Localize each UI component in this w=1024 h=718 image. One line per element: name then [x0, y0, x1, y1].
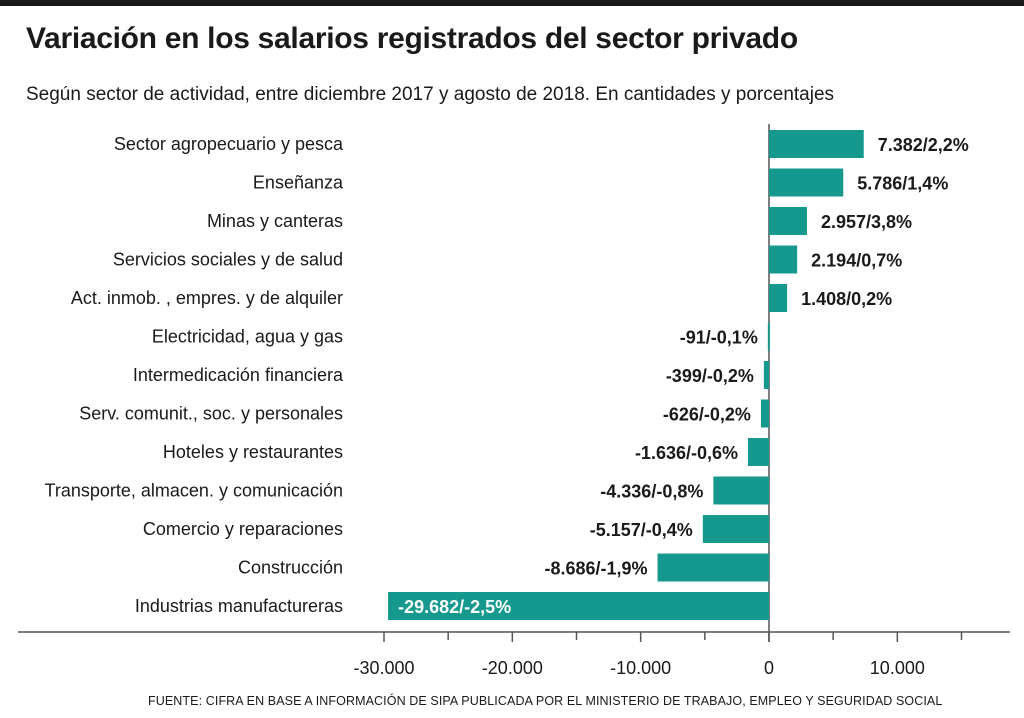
top-rule	[0, 0, 1024, 6]
x-tick-label-1: -20.000	[482, 658, 543, 678]
bar-0	[769, 130, 864, 158]
category-label-12: Industrias manufactureras	[135, 596, 343, 616]
bar-2	[769, 207, 807, 235]
category-label-4: Act. inmob. , empres. y de alquiler	[71, 288, 343, 308]
category-label-6: Intermedicación financiera	[133, 365, 344, 385]
category-label-11: Construcción	[238, 558, 343, 578]
category-label-8: Hoteles y restaurantes	[163, 442, 343, 462]
value-label-2: 2.957/3,8%	[821, 212, 912, 232]
x-tick-label-4: 10.000	[870, 658, 925, 678]
bar-1	[769, 168, 844, 197]
x-tick-label-3: 0	[764, 658, 774, 678]
bar-12	[388, 592, 769, 620]
value-label-1: 5.786/1,4%	[857, 174, 948, 194]
value-label-5: -91/-0,1%	[680, 328, 758, 348]
bar-6	[763, 361, 769, 389]
value-label-12: -29.682/-2,5%	[398, 597, 511, 617]
category-label-5: Electricidad, agua y gas	[152, 327, 343, 347]
bar-8	[748, 438, 769, 466]
chart-subtitle: Según sector de actividad, entre diciemb…	[26, 84, 835, 105]
value-label-10: -5.157/-0,4%	[590, 520, 693, 540]
value-label-7: -626/-0,2%	[663, 405, 751, 425]
category-label-10: Comercio y reparaciones	[143, 519, 343, 539]
value-label-6: -399/-0,2%	[666, 366, 754, 386]
category-label-3: Servicios sociales y de salud	[113, 250, 343, 270]
bar-5	[767, 322, 770, 351]
x-tick-label-2: -10.000	[610, 658, 671, 678]
category-label-0: Sector agropecuario y pesca	[114, 134, 344, 154]
value-label-4: 1.408/0,2%	[801, 289, 892, 309]
value-label-0: 7.382/2,2%	[878, 135, 969, 155]
chart-title: Variación en los salarios registrados de…	[26, 22, 798, 55]
bar-7	[760, 399, 769, 428]
value-label-9: -4.336/-0,8%	[600, 482, 703, 502]
bar-3	[769, 245, 798, 274]
value-label-8: -1.636/-0,6%	[635, 443, 738, 463]
category-label-1: Enseñanza	[253, 173, 344, 193]
bar-11	[657, 553, 769, 582]
value-label-3: 2.194/0,7%	[811, 251, 902, 271]
value-label-11: -8.686/-1,9%	[544, 559, 647, 579]
source-note: FUENTE: CIFRA EN BASE A INFORMACIÓN DE S…	[148, 694, 943, 708]
x-tick-label-0: -30.000	[353, 658, 414, 678]
category-label-7: Serv. comunit., soc. y personales	[79, 404, 343, 424]
bar-10	[702, 515, 769, 543]
category-label-2: Minas y canteras	[207, 211, 343, 231]
category-label-9: Transporte, almacen. y comunicación	[45, 481, 343, 501]
bar-9	[713, 476, 769, 505]
bar-4	[769, 284, 788, 312]
